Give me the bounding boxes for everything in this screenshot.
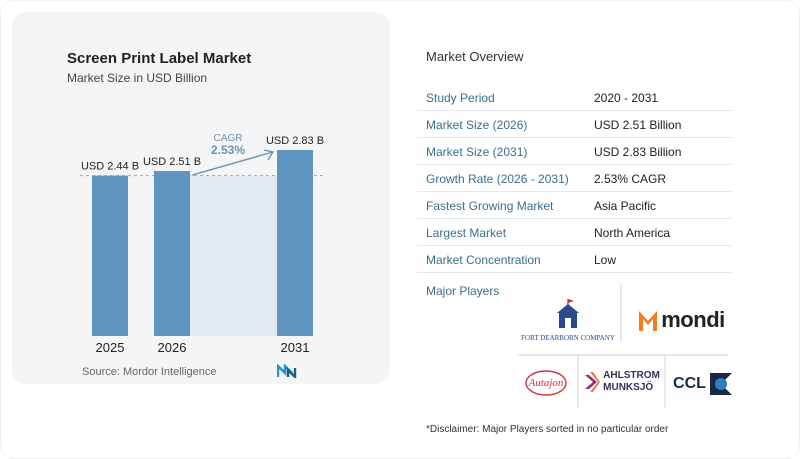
autajon-swoosh-icon (525, 370, 567, 396)
overview-row-value: USD 2.83 Billion (594, 145, 682, 159)
bar-2025 (92, 175, 128, 336)
cagr-arrow-icon (191, 149, 275, 176)
overview-row: Market Size (2031) USD 2.83 Billion (417, 138, 732, 165)
chart-title: Screen Print Label Market (67, 50, 252, 67)
x-tick-label: 2031 (281, 340, 310, 355)
overview-row-value: 2.53% CAGR (594, 172, 667, 186)
fort-dearborn-logo: FORT DEARBORN COMPANY (518, 290, 618, 350)
chart-subtitle: Market Size in USD Billion (67, 71, 208, 85)
ahlstrom-munksjo-logo: AHLSTROM MUNKSJÖ (580, 360, 664, 404)
cagr-shade-region (190, 175, 277, 336)
overview-row-key: Market Size (2031) (426, 145, 528, 159)
mondi-m-icon (639, 311, 658, 331)
ccl-logo: CCL (668, 366, 738, 402)
overview-row-key: Study Period (426, 91, 495, 105)
overview-row: Growth Rate (2026 - 2031) 2.53% CAGR (417, 165, 732, 192)
overview-row-key: Market Concentration (426, 253, 541, 267)
bar-data-label: USD 2.83 B (266, 135, 324, 147)
bar-2031 (277, 150, 313, 336)
cagr-value: 2.53% (211, 143, 245, 157)
mondi-logo: mondi (626, 298, 736, 342)
overview-row-key: Largest Market (426, 226, 507, 240)
overview-row: Market Size (2026) USD 2.51 Billion (417, 111, 732, 138)
overview-row-value: USD 2.51 Billion (594, 118, 682, 132)
autajon-text: Autajon (528, 377, 564, 389)
cagr-label: CAGR (214, 133, 243, 144)
overview-row: Fastest Growing Market Asia Pacific (417, 192, 732, 219)
mondi-text: mondi (661, 307, 725, 332)
overview-row: Market Concentration Low (417, 246, 732, 273)
overview-table: Study Period 2020 - 2031 Market Size (2026… (417, 84, 732, 273)
bar-data-label: USD 2.44 B (81, 161, 139, 173)
overview-row-key: Fastest Growing Market (426, 199, 554, 213)
source-text: Source: Mordor Intelligence (82, 366, 217, 378)
overview-row-key: Market Size (2026) (426, 118, 528, 132)
overview-row-value: Low (594, 253, 617, 267)
overview-title: Market Overview (426, 49, 524, 64)
ahlstrom-text: AHLSTROM (603, 370, 660, 381)
autajon-logo: Autajon (516, 362, 576, 404)
overview-row: Study Period 2020 - 2031 (417, 84, 732, 111)
mordor-logo-icon (277, 364, 297, 378)
ccl-text: CCL (673, 375, 706, 392)
ahlstrom-chevron-icon (585, 372, 601, 392)
x-tick-label: 2025 (96, 340, 125, 355)
overview-row-key: Growth Rate (2026 - 2031) (426, 172, 569, 186)
overview-row-value: North America (594, 226, 671, 240)
fort-dearborn-text: FORT DEARBORN COMPANY (521, 334, 615, 342)
major-players-logos: FORT DEARBORN COMPANY mondi Autajon AHLS… (508, 284, 738, 408)
ccl-square-icon (709, 373, 732, 395)
logo-grid-lines (518, 284, 728, 408)
disclaimer-text: *Disclaimer: Major Players sorted in no … (426, 424, 669, 435)
x-tick-label: 2026 (158, 340, 187, 355)
bar-2026 (154, 171, 190, 336)
fort-dearborn-emblem-icon (557, 299, 579, 328)
munksjo-text: MUNKSJÖ (603, 382, 654, 393)
overview-row-value: Asia Pacific (594, 199, 657, 213)
overview-row-value: 2020 - 2031 (594, 91, 659, 105)
overview-row: Largest Market North America (417, 219, 732, 246)
bar-data-label: USD 2.51 B (143, 156, 201, 168)
major-players-label: Major Players (426, 284, 500, 298)
